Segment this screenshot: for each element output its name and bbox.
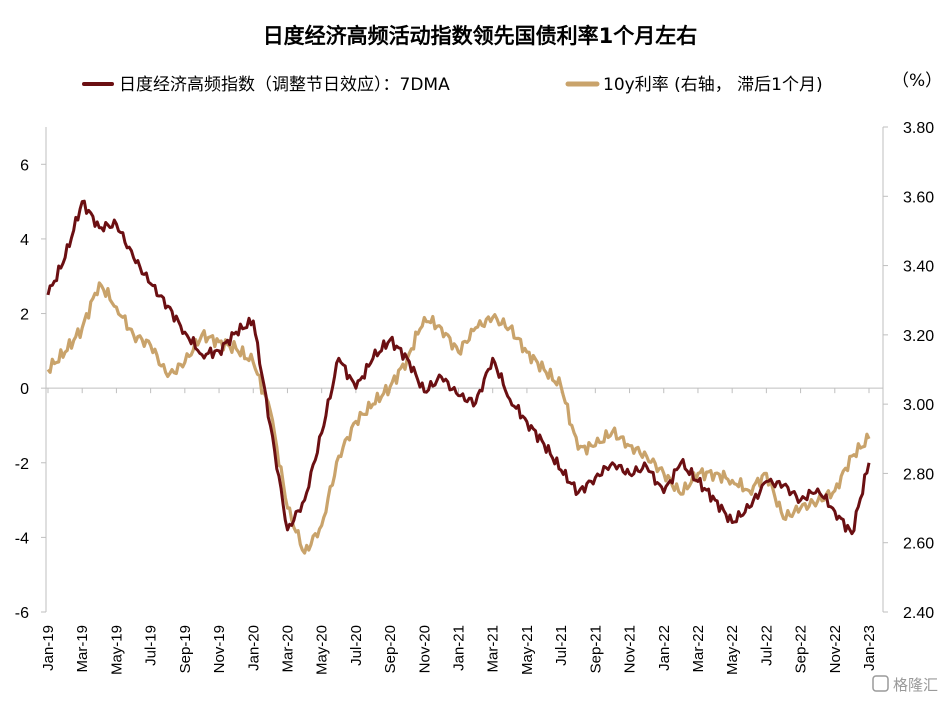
right-tick-label: 3.60 <box>903 189 934 206</box>
x-tick-label: May-22 <box>724 625 741 675</box>
x-tick-label: Sep-21 <box>587 625 604 673</box>
right-tick-label: 2.80 <box>903 466 934 483</box>
right-tick-label: 3.00 <box>903 397 934 414</box>
right-axis-unit: （%） <box>892 71 942 91</box>
x-tick-label: Sep-22 <box>793 625 810 673</box>
chart-title: 日度经济高频活动指数领先国债利率1个月左右 <box>263 24 698 48</box>
right-tick-label: 2.40 <box>903 605 934 622</box>
legend: 日度经济高频指数（调整节日效应）：7DMA 10y利率 (右轴， 滞后1个月) … <box>82 71 942 95</box>
x-tick-label: Jan-22 <box>656 625 673 671</box>
x-tick-label: Jul-21 <box>553 625 570 666</box>
x-tick-label: Jan-20 <box>245 625 262 671</box>
right-tick-label: 3.40 <box>903 259 934 276</box>
left-tick-label: 2 <box>20 307 29 324</box>
watermark-text: 格隆汇 <box>893 676 938 694</box>
x-tick-label: Jul-19 <box>143 625 160 666</box>
right-tick-label: 3.20 <box>903 328 934 345</box>
left-tick-label: 0 <box>20 381 29 398</box>
legend-label-10y-yield: 10y利率 (右轴， 滞后1个月) <box>603 75 823 95</box>
watermark-logo-icon <box>872 675 889 692</box>
x-tick-label: Sep-19 <box>177 625 194 673</box>
x-tick-label: Nov-22 <box>827 625 844 673</box>
x-tick-label: Jul-20 <box>348 625 365 666</box>
watermark: 格隆汇 <box>872 675 938 694</box>
x-tick-label: Jan-23 <box>861 625 878 671</box>
left-tick-label: 4 <box>20 232 29 249</box>
x-tick-label: May-19 <box>108 625 125 675</box>
plot-area: 6 4 2 0 -2 -4 -6 3.80 3.60 3.40 3.20 3.00 2.80 2.60 2… <box>15 120 934 675</box>
left-tick-label: -4 <box>15 530 29 547</box>
right-tick-label: 2.60 <box>903 536 934 553</box>
left-tick-label: -2 <box>15 456 29 473</box>
x-tick-label: Sep-20 <box>382 625 399 673</box>
x-tick-label: Jan-21 <box>451 625 468 671</box>
series-line-activity-index <box>46 199 871 536</box>
x-axis-ticks: Jan-19 Mar-19 May-19 Jul-19 Sep-19 Nov-19 Jan-… <box>40 388 878 675</box>
x-tick-label: Mar-19 <box>74 625 91 673</box>
x-tick-label: May-20 <box>314 625 331 675</box>
left-axis-ticks: 6 4 2 0 -2 -4 -6 <box>15 157 46 622</box>
x-tick-label: Mar-22 <box>690 625 707 673</box>
x-tick-label: Nov-20 <box>416 625 433 673</box>
x-tick-label: Nov-19 <box>211 625 228 673</box>
x-tick-label: Jan-19 <box>40 625 57 671</box>
left-tick-label: -6 <box>15 605 29 622</box>
series-points <box>47 201 870 554</box>
x-tick-label: Mar-20 <box>279 625 296 673</box>
x-tick-label: Nov-21 <box>622 625 639 673</box>
left-tick-label: 6 <box>20 157 29 174</box>
legend-label-activity-index: 日度经济高频指数（调整节日效应）：7DMA <box>119 75 450 95</box>
x-tick-label: Jul-22 <box>758 625 775 666</box>
right-tick-label: 3.80 <box>903 120 934 137</box>
right-axis-ticks: 3.80 3.60 3.40 3.20 3.00 2.80 2.60 2.40 <box>883 120 934 622</box>
x-tick-label: May-21 <box>519 625 536 675</box>
x-tick-label: Mar-21 <box>485 625 502 673</box>
